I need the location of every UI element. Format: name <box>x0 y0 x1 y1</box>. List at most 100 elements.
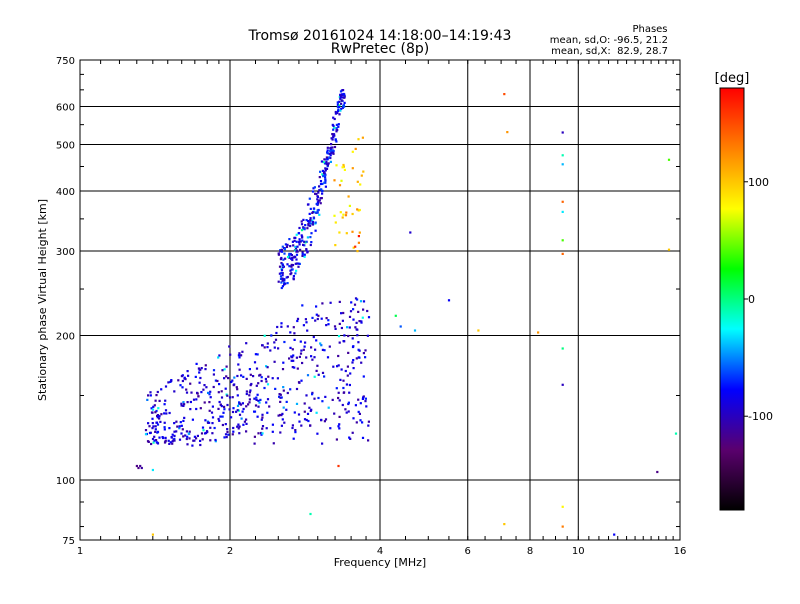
data-point <box>238 368 241 371</box>
data-point <box>149 394 152 397</box>
data-point <box>306 329 309 332</box>
data-point <box>265 380 268 383</box>
data-point <box>312 187 315 190</box>
data-point <box>292 354 295 357</box>
data-point <box>303 228 306 231</box>
data-point <box>334 139 337 142</box>
data-point <box>293 411 296 414</box>
data-point <box>187 374 190 377</box>
data-point <box>342 311 345 315</box>
data-point <box>409 231 412 234</box>
data-point <box>236 409 239 412</box>
data-point <box>154 411 157 414</box>
data-point <box>239 403 243 406</box>
data-point <box>447 299 451 302</box>
data-point <box>337 464 340 468</box>
data-point <box>344 408 347 411</box>
data-point <box>362 300 366 303</box>
data-point <box>155 439 158 442</box>
data-point <box>280 414 283 417</box>
data-point <box>322 161 325 164</box>
data-point <box>256 415 259 418</box>
data-point <box>235 386 238 389</box>
data-point <box>317 396 320 400</box>
data-point <box>361 316 364 319</box>
data-point <box>325 161 328 164</box>
data-point <box>211 405 214 408</box>
data-point <box>314 319 317 322</box>
data-point <box>294 249 297 252</box>
x-tick-label: 10 <box>572 546 585 557</box>
data-point <box>270 334 273 337</box>
data-point <box>245 377 248 380</box>
data-point <box>266 398 270 401</box>
data-point <box>280 281 283 284</box>
data-point <box>296 367 299 370</box>
data-point <box>362 170 365 173</box>
data-point <box>316 432 319 435</box>
data-point <box>195 407 198 411</box>
data-point <box>358 231 361 234</box>
data-point <box>343 95 346 98</box>
data-point <box>336 103 339 106</box>
x-axis-label: Frequency [MHz] <box>334 556 426 569</box>
data-point <box>192 398 196 401</box>
data-point <box>317 199 320 202</box>
data-point <box>265 401 268 404</box>
data-point <box>264 377 267 381</box>
data-point <box>281 368 285 371</box>
data-point <box>306 236 309 239</box>
data-point <box>289 331 292 334</box>
data-point <box>328 152 332 155</box>
data-point <box>358 320 361 323</box>
data-point <box>235 410 238 413</box>
data-point <box>218 419 221 422</box>
data-point <box>209 390 212 393</box>
data-point <box>294 236 297 239</box>
data-point <box>364 349 367 352</box>
data-point <box>347 351 350 354</box>
data-point <box>351 337 354 340</box>
data-point <box>365 405 368 408</box>
data-point <box>339 211 342 214</box>
data-point <box>218 383 221 386</box>
data-point <box>161 436 164 439</box>
data-point <box>331 133 334 136</box>
data-point <box>157 407 160 410</box>
data-point <box>309 217 312 220</box>
data-point <box>261 344 264 347</box>
data-point <box>330 143 333 146</box>
data-point <box>313 186 316 189</box>
data-point <box>230 380 233 384</box>
data-point <box>312 335 315 339</box>
data-point <box>224 423 227 426</box>
data-point <box>316 317 319 321</box>
data-point <box>306 412 310 415</box>
data-point <box>337 123 340 126</box>
data-point <box>179 384 182 387</box>
data-point <box>360 361 363 364</box>
data-point <box>359 402 362 405</box>
data-point <box>351 345 355 349</box>
data-point <box>158 415 161 418</box>
y-axis-label: Stationary phase Virtual Height [km] <box>36 199 49 401</box>
data-point <box>311 211 314 214</box>
data-point <box>278 393 281 396</box>
data-point <box>167 381 170 384</box>
data-point <box>320 317 323 320</box>
data-point <box>288 252 291 255</box>
data-point <box>355 321 358 324</box>
data-point <box>308 212 311 215</box>
data-point <box>321 189 324 193</box>
data-point <box>336 101 339 104</box>
data-point <box>293 338 296 341</box>
data-point <box>152 405 155 408</box>
data-point <box>294 429 297 432</box>
data-point <box>316 364 319 367</box>
data-point <box>304 341 307 344</box>
data-point <box>291 268 294 271</box>
data-point <box>336 105 339 108</box>
data-point <box>356 180 359 183</box>
data-point <box>280 396 283 399</box>
